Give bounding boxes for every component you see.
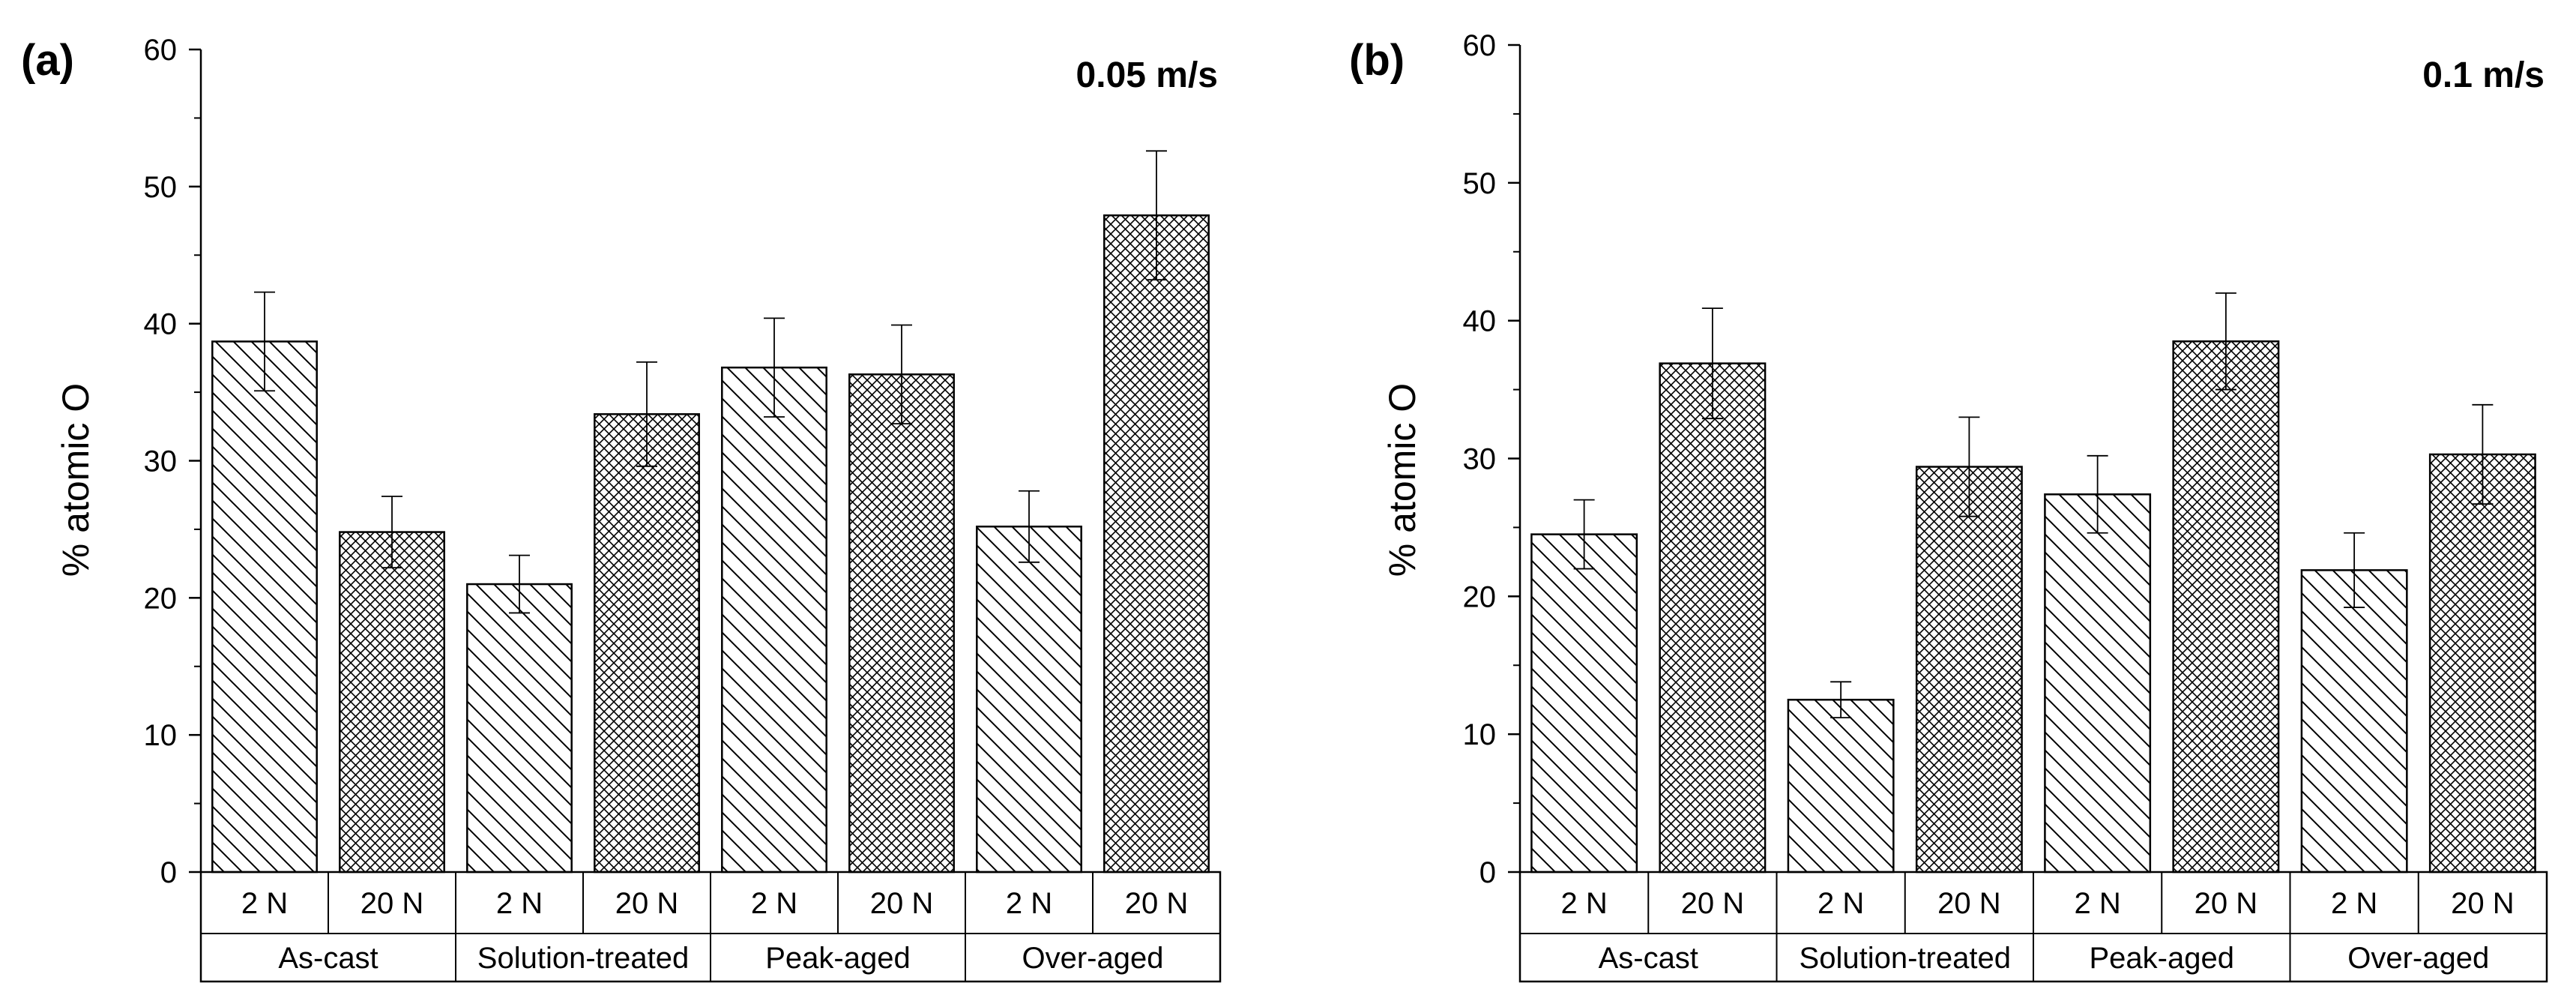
panel-a-bar-8 <box>1103 214 1210 874</box>
panel-b-load-label: 20 N <box>2195 887 2258 920</box>
panel-b-group-label: Over-aged <box>2347 942 2489 975</box>
panel-a-error-bar-2 <box>381 496 402 569</box>
panel-b-error-bar-5 <box>2087 454 2108 534</box>
panel-a-error-bar-6 <box>891 324 912 425</box>
panel-a-bar-4 <box>594 413 700 874</box>
panel-a-y-axis-label: % atomic O <box>55 383 97 577</box>
panel-b-load-label: 2 N <box>2075 887 2121 920</box>
panel-b-load-label: 2 N <box>1818 887 1864 920</box>
panel-b-error-bar-6 <box>2215 292 2236 391</box>
panel-b-load-label: 2 N <box>1561 887 1608 920</box>
panel-b-bar-7 <box>2300 569 2408 874</box>
panel-b-error-bar-3 <box>1830 681 1852 719</box>
panel-b-y-axis-label: % atomic O <box>1381 383 1423 577</box>
panel-a-error-bar-4 <box>636 361 657 467</box>
panel-b-y-tick-label: 20 <box>1463 580 1497 613</box>
panel-b-error-bar-8 <box>2472 403 2494 505</box>
panel-b-load-label: 20 N <box>1937 887 2001 920</box>
panel-b-bar-5 <box>2044 493 2152 874</box>
panel-a-y-tick-label: 30 <box>144 445 178 478</box>
panel-b-y-tick-label: 30 <box>1463 443 1497 476</box>
panel-b-bar-3 <box>1787 698 1895 874</box>
panel-b-y-tick-label: 10 <box>1463 718 1497 751</box>
panel-b-load-label: 20 N <box>2451 887 2515 920</box>
panel-b-y-tick-label: 0 <box>1479 856 1496 889</box>
panel-a-y-tick-label: 40 <box>144 308 178 341</box>
panel-b-bar-6 <box>2172 340 2280 874</box>
panel-a-bar-2 <box>339 531 445 874</box>
panel-b-bar-1 <box>1530 533 1638 874</box>
panel-a-y-tick-label: 0 <box>160 856 177 889</box>
panel-a-load-label: 20 N <box>615 887 679 920</box>
panel-a-error-bar-8 <box>1146 150 1167 281</box>
panel-a-group-label: Over-aged <box>1022 942 1164 975</box>
panel-a-group-label: As-cast <box>278 942 378 975</box>
panel-b-y-tick-label: 50 <box>1463 167 1497 200</box>
panel-b-error-bar-7 <box>2344 532 2365 608</box>
panel-a-load-label: 20 N <box>1125 887 1189 920</box>
panel-b-bar-4 <box>1915 466 2023 874</box>
panel-a-load-label: 2 N <box>241 887 288 920</box>
panel-a-label: (a) <box>21 36 74 85</box>
panel-a-error-bar-7 <box>1019 490 1040 563</box>
panel-a-y-tick-label: 20 <box>144 582 178 615</box>
panel-a-bar-1 <box>211 340 318 874</box>
panel-a-load-label: 20 N <box>361 887 424 920</box>
panel-b-bar-2 <box>1659 362 1767 874</box>
panel-a-load-label: 2 N <box>751 887 797 920</box>
panel-b-label: (b) <box>1349 36 1405 85</box>
panel-b-group-label: As-cast <box>1599 942 1698 975</box>
panel-a: (a) 0.05 m/s % atomic O 0 10 20 30 40 50 60 2 N… <box>21 34 1222 983</box>
panel-b-error-bar-4 <box>1958 416 1980 517</box>
panel-a-y-tick-label: 10 <box>144 719 178 752</box>
panel-a-bar-5 <box>721 366 827 874</box>
panel-a-error-bar-3 <box>509 554 530 614</box>
panel-b: (b) 0.1 m/s % atomic O 0 10 20 30 40 50 60 2 N 2… <box>1349 29 2548 983</box>
panel-b-group-label: Solution-treated <box>1800 942 2011 975</box>
panel-a-bar-6 <box>848 373 955 874</box>
panel-a-group-label: Solution-treated <box>477 942 689 975</box>
panel-a-error-bar-1 <box>254 291 275 392</box>
panel-a-y-tick-label: 50 <box>144 171 178 204</box>
panel-b-bar-8 <box>2428 453 2536 874</box>
panel-a-load-label: 2 N <box>496 887 543 920</box>
panel-a-bar-7 <box>976 526 1082 874</box>
panel-b-group-label: Peak-aged <box>2090 942 2234 975</box>
panel-b-error-bar-2 <box>1701 307 1723 420</box>
panel-b-load-label: 2 N <box>2331 887 2377 920</box>
panel-b-speed-title: 0.1 m/s <box>2422 55 2545 95</box>
panel-b-error-bar-1 <box>1573 499 1595 570</box>
panel-a-load-label: 2 N <box>1006 887 1052 920</box>
panel-a-load-label: 20 N <box>870 887 934 920</box>
panel-b-y-tick-label: 40 <box>1463 305 1497 338</box>
panel-a-error-bar-5 <box>764 317 785 418</box>
panel-a-bar-3 <box>466 583 573 874</box>
panel-a-y-tick-label: 60 <box>144 34 178 67</box>
panel-b-load-label: 20 N <box>1681 887 1745 920</box>
panel-b-y-tick-label: 60 <box>1463 29 1497 62</box>
panel-a-speed-title: 0.05 m/s <box>1076 55 1218 95</box>
panel-a-group-label: Peak-aged <box>765 942 910 975</box>
